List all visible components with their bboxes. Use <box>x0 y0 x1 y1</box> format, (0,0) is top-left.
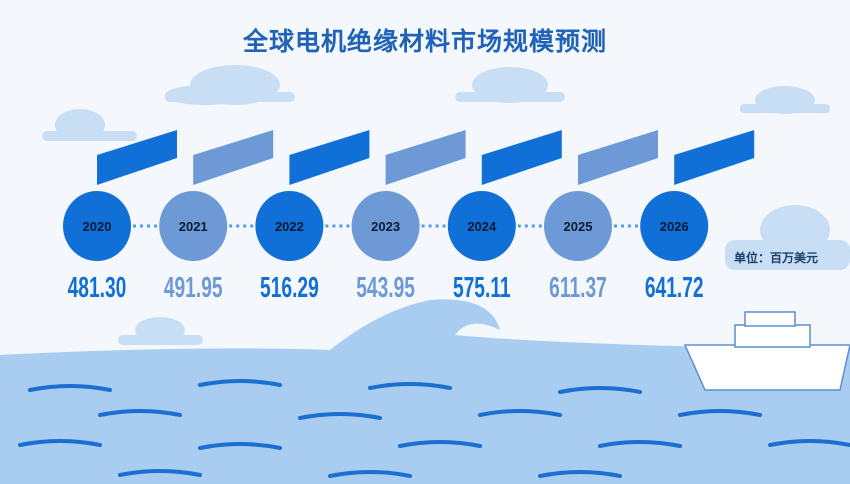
banner-2022 <box>289 130 370 185</box>
value-label: 543.95 <box>356 272 415 304</box>
year-circle-2022 <box>255 191 324 261</box>
ship-icon <box>683 311 850 391</box>
year-label: 2020 <box>83 219 112 234</box>
year-label: 2023 <box>371 219 400 234</box>
wave-lines <box>18 379 850 478</box>
year-circle-2026 <box>640 191 709 261</box>
banner-2021 <box>193 130 274 185</box>
banner-2026 <box>674 130 755 185</box>
year-circle-2020 <box>63 191 131 261</box>
value-label: 641.72 <box>645 272 704 304</box>
chart-title: 全球电机绝缘材料市场规模预测 <box>242 27 607 56</box>
banner-2020 <box>97 130 177 185</box>
year-circle-2023 <box>351 191 420 261</box>
banner-2023 <box>385 130 466 185</box>
year-label: 2026 <box>660 219 689 234</box>
sea <box>0 299 850 484</box>
value-label: 481.30 <box>68 272 127 304</box>
year-label: 2024 <box>467 219 497 234</box>
value-label: 491.95 <box>164 272 223 304</box>
year-label: 2021 <box>179 219 208 234</box>
year-circle-2021 <box>159 191 228 261</box>
unit-label: 单位：百万美元 <box>734 251 819 265</box>
cloud-icon <box>42 65 850 345</box>
year-circle-2024 <box>447 191 516 261</box>
year-circle-2025 <box>544 191 612 261</box>
value-label: 611.37 <box>549 272 607 304</box>
year-label: 2025 <box>564 219 593 234</box>
value-label: 516.29 <box>260 272 319 304</box>
year-label: 2022 <box>275 219 304 234</box>
banner-2025 <box>578 130 658 185</box>
banner-2024 <box>481 130 562 185</box>
value-label: 575.11 <box>453 272 511 304</box>
